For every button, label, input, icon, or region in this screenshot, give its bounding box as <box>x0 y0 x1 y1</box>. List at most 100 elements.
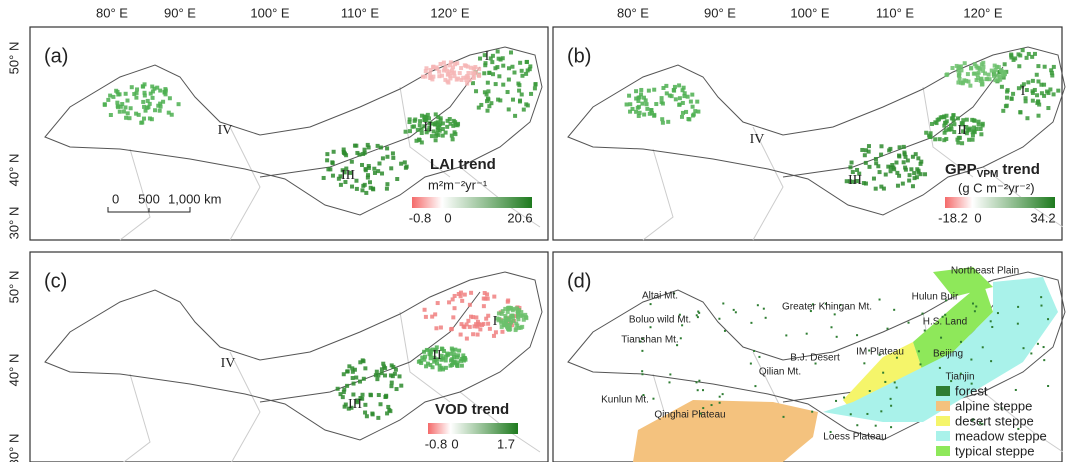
trend-pixel <box>944 119 949 124</box>
trend-pixel <box>147 101 152 106</box>
trend-pixel <box>930 121 935 126</box>
forest-pixel <box>750 321 753 324</box>
trend-pixel <box>977 67 982 72</box>
trend-pixel <box>515 323 520 328</box>
trend-pixel <box>855 179 860 184</box>
trend-pixel <box>360 162 365 167</box>
legend-swatch <box>936 431 950 441</box>
trend-pixel <box>350 376 355 381</box>
trend-pixel <box>986 72 991 77</box>
trend-pixel <box>438 121 443 126</box>
x-axis-label: 110° E <box>876 5 915 20</box>
trend-pixel <box>438 325 443 330</box>
trend-pixel <box>342 387 347 392</box>
trend-pixel <box>645 106 650 111</box>
trend-pixel <box>481 296 486 301</box>
trend-pixel <box>863 160 868 165</box>
trend-pixel <box>506 66 511 71</box>
trend-pixel <box>627 93 632 98</box>
trend-pixel <box>1051 92 1056 97</box>
trend-pixel <box>916 156 921 161</box>
trend-pixel <box>422 357 427 362</box>
trend-pixel <box>514 306 519 311</box>
trend-pixel <box>419 140 424 145</box>
trend-pixel <box>886 164 891 169</box>
trend-pixel <box>968 126 973 131</box>
place-label: H.S. Land <box>923 317 967 328</box>
trend-pixel <box>434 345 439 350</box>
forest-pixel <box>649 326 652 329</box>
trend-pixel <box>158 101 163 106</box>
trend-pixel <box>955 116 960 121</box>
trend-pixel <box>382 364 387 369</box>
trend-pixel <box>451 65 456 70</box>
trend-pixel <box>918 161 923 166</box>
trend-pixel <box>1045 89 1050 94</box>
trend-pixel <box>981 68 986 73</box>
forest-pixel <box>1022 347 1025 350</box>
trend-pixel <box>415 127 420 132</box>
trend-pixel <box>344 166 349 171</box>
trend-pixel <box>965 72 970 77</box>
legend-title: GPPVPM trend <box>945 161 1040 180</box>
trend-pixel <box>459 322 464 327</box>
trend-pixel <box>115 89 120 94</box>
trend-pixel <box>509 320 514 325</box>
trend-pixel <box>913 152 918 157</box>
trend-pixel <box>1036 99 1041 104</box>
subregion-line <box>259 66 481 178</box>
place-label: Northeast Plain <box>951 266 1019 277</box>
trend-pixel <box>909 167 914 172</box>
forest-pixel <box>868 390 871 393</box>
trend-pixel <box>470 81 475 86</box>
region-label: III <box>848 173 862 188</box>
trend-pixel <box>525 103 530 108</box>
trend-pixel <box>351 392 356 397</box>
trend-pixel <box>150 95 155 100</box>
trend-pixel <box>910 154 915 159</box>
trend-pixel <box>533 82 538 87</box>
trend-pixel <box>957 76 962 81</box>
trend-pixel <box>960 141 965 146</box>
trend-pixel <box>970 133 975 138</box>
trend-pixel <box>928 131 933 136</box>
trend-pixel <box>654 102 659 107</box>
trend-pixel <box>857 171 862 176</box>
trend-pixel <box>378 402 383 407</box>
trend-pixel <box>467 324 472 329</box>
trend-pixel <box>1051 64 1056 69</box>
trend-pixel <box>1036 64 1041 69</box>
trend-pixel <box>446 71 451 76</box>
trend-pixel <box>1036 79 1041 84</box>
trend-pixel <box>464 322 469 327</box>
trend-pixel <box>360 188 365 193</box>
trend-pixel <box>449 327 454 332</box>
trend-pixel <box>967 137 972 142</box>
trend-pixel <box>989 68 994 73</box>
trend-pixel <box>460 298 465 303</box>
forest-pixel <box>754 385 757 388</box>
trend-pixel <box>431 74 436 79</box>
trend-pixel <box>1037 102 1042 107</box>
trend-pixel <box>367 180 372 185</box>
trend-pixel <box>500 329 505 334</box>
trend-pixel <box>894 160 899 165</box>
forest-pixel <box>702 389 705 392</box>
trend-pixel <box>424 364 429 369</box>
trend-pixel <box>377 161 382 166</box>
trend-pixel <box>361 376 366 381</box>
trend-pixel <box>649 108 654 113</box>
trend-pixel <box>499 311 504 316</box>
y-axis-label: 50° N <box>6 42 21 75</box>
place-label: Beijing <box>933 349 963 360</box>
trend-pixel <box>652 87 657 92</box>
forest-pixel <box>835 399 838 402</box>
colorbar <box>945 197 1055 208</box>
trend-pixel <box>864 148 869 153</box>
trend-pixel <box>510 313 515 318</box>
boundary <box>123 311 541 462</box>
trend-pixel <box>1017 64 1022 69</box>
forest-pixel <box>893 308 896 311</box>
trend-pixel <box>344 153 349 158</box>
trend-pixel <box>510 323 515 328</box>
